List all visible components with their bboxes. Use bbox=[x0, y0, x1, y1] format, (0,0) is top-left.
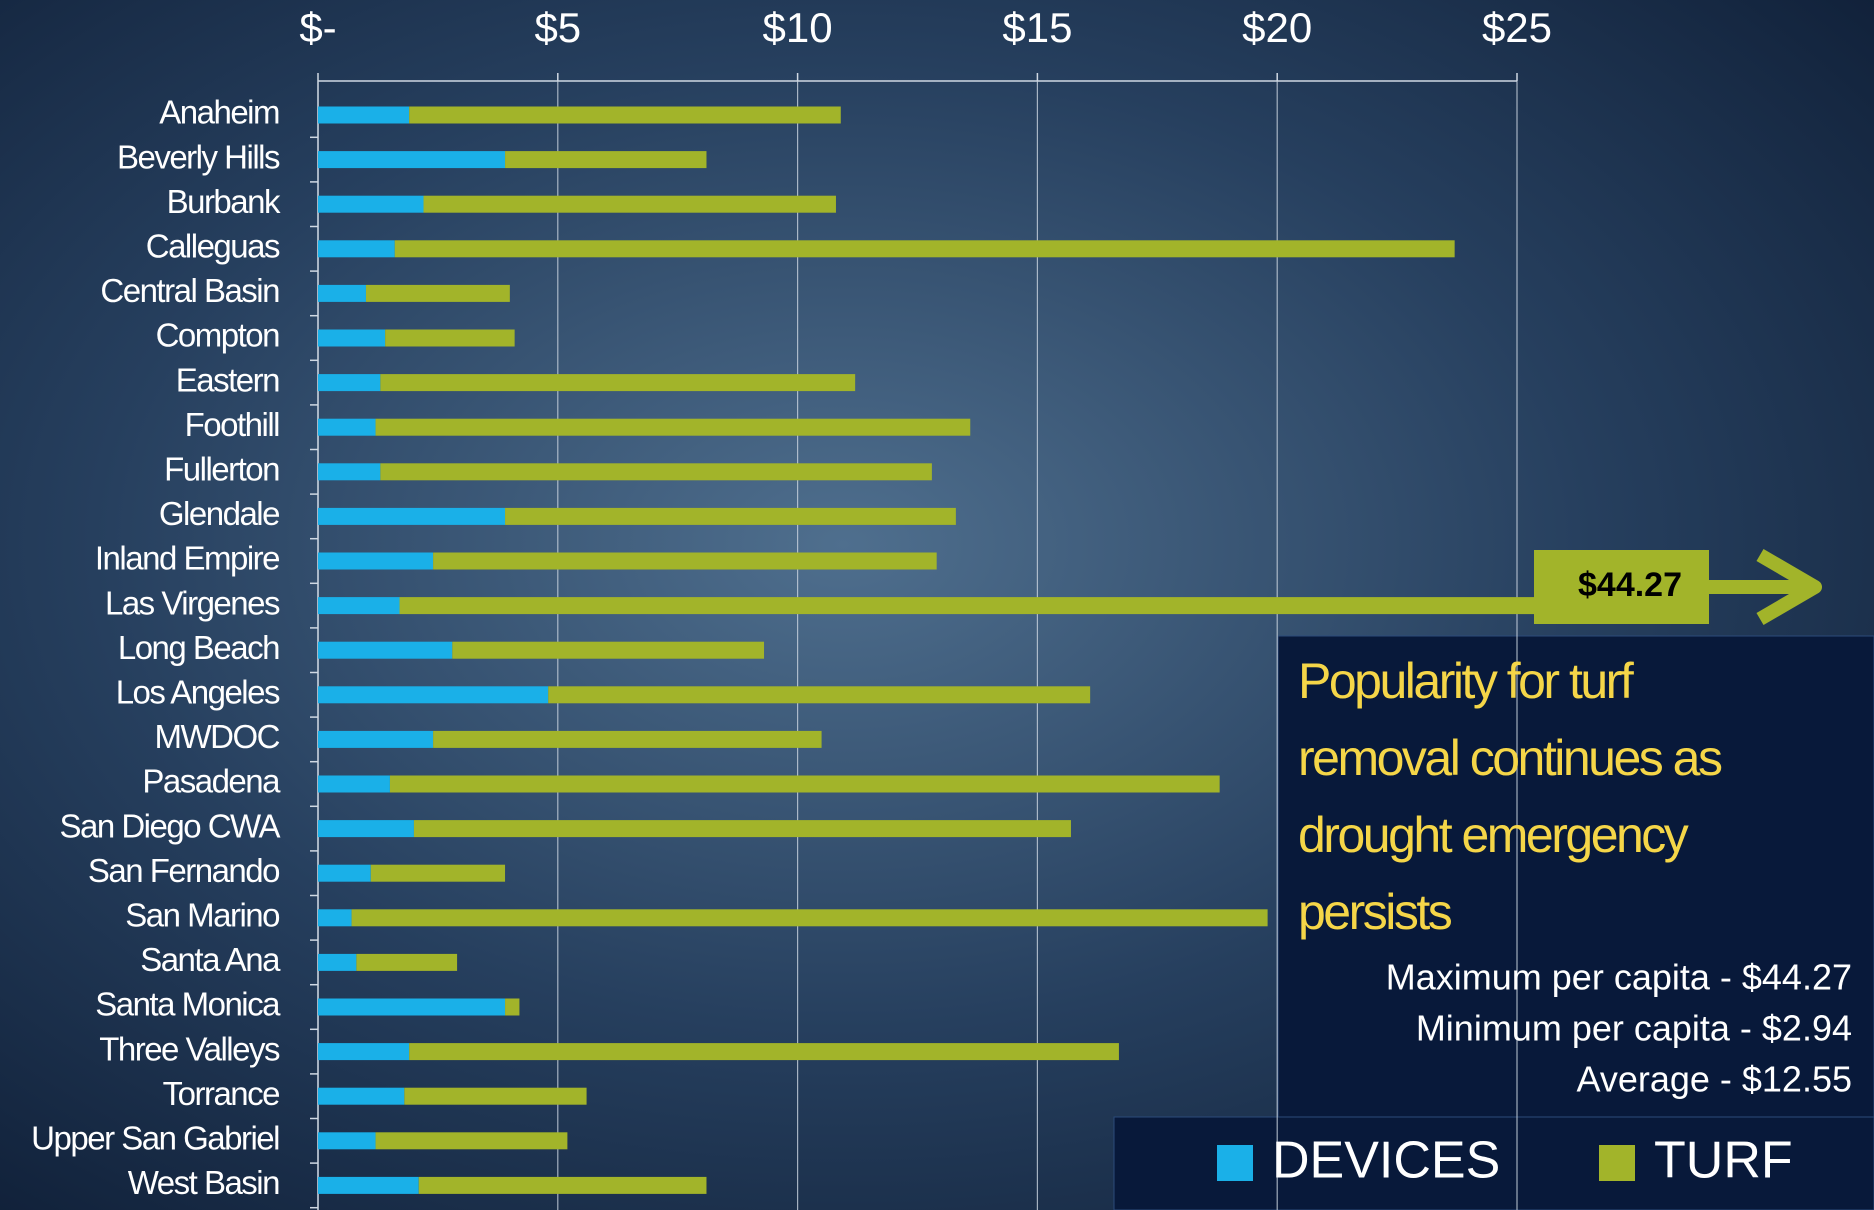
callout-title: removal continues as bbox=[1298, 730, 1722, 786]
category-label: West Basin bbox=[128, 1164, 279, 1201]
bar-turf bbox=[399, 597, 1534, 615]
bar-turf bbox=[413, 820, 1071, 838]
bar-turf bbox=[356, 953, 458, 971]
bar-turf bbox=[505, 151, 707, 169]
category-label: Calleguas bbox=[146, 228, 280, 265]
category-label: Las Virgenes bbox=[105, 584, 280, 621]
category-label: Compton bbox=[156, 317, 280, 354]
bar-devices bbox=[318, 820, 414, 838]
bar-devices bbox=[318, 374, 381, 392]
category-label: San Diego CWA bbox=[59, 807, 280, 844]
x-tick-label: $25 bbox=[1482, 4, 1552, 51]
callout-title: drought emergency bbox=[1298, 807, 1689, 863]
callout-note: Average - $12.55 bbox=[1576, 1059, 1852, 1100]
bar-devices bbox=[318, 775, 390, 793]
bar-turf bbox=[365, 284, 510, 302]
category-label: Central Basin bbox=[100, 272, 279, 309]
category-label: San Marino bbox=[125, 897, 279, 934]
bar-turf bbox=[505, 507, 956, 525]
bar-devices bbox=[318, 507, 506, 525]
bar-devices bbox=[318, 151, 506, 169]
legend-box bbox=[1113, 1116, 1874, 1210]
category-label: Foothill bbox=[185, 406, 280, 443]
category-label: Inland Empire bbox=[95, 540, 279, 577]
bar-turf bbox=[409, 106, 841, 124]
bar-turf bbox=[505, 998, 520, 1016]
category-label: Torrance bbox=[163, 1075, 280, 1112]
x-tick-label: $10 bbox=[763, 4, 833, 51]
overflow-label-box bbox=[1534, 550, 1709, 624]
bar-devices bbox=[318, 1043, 410, 1061]
callout-title: Popularity for turf bbox=[1298, 653, 1634, 709]
bar-devices bbox=[318, 1176, 419, 1194]
bar-turf bbox=[423, 195, 836, 213]
category-label: Three Valleys bbox=[99, 1030, 280, 1067]
bar-devices bbox=[318, 240, 395, 258]
bar-turf bbox=[351, 909, 1268, 927]
category-label: Fullerton bbox=[164, 451, 279, 488]
bar-turf bbox=[433, 730, 822, 748]
bar-turf bbox=[418, 1176, 707, 1194]
callout-note: Minimum per capita - $2.94 bbox=[1416, 1008, 1852, 1049]
category-label: Eastern bbox=[176, 361, 279, 398]
bar-devices bbox=[318, 1087, 405, 1105]
bar-devices bbox=[318, 909, 352, 927]
category-label: Santa Monica bbox=[95, 986, 281, 1023]
bar-devices bbox=[318, 730, 434, 748]
category-label: Los Angeles bbox=[116, 674, 280, 711]
category-label: Santa Ana bbox=[140, 941, 281, 978]
bar-turf bbox=[548, 686, 1091, 704]
x-tick-label: $20 bbox=[1242, 4, 1312, 51]
category-label: Western MWD bbox=[82, 1209, 280, 1210]
callout-box bbox=[1277, 635, 1874, 1118]
bar-turf bbox=[375, 1132, 568, 1150]
bar-turf bbox=[375, 418, 971, 436]
bar-devices bbox=[318, 686, 549, 704]
bar-devices bbox=[318, 1132, 376, 1150]
bar-devices bbox=[318, 597, 400, 615]
bar-devices bbox=[318, 463, 381, 481]
callout-title: persists bbox=[1298, 884, 1452, 940]
bar-turf bbox=[409, 1043, 1119, 1061]
bar-turf bbox=[380, 463, 932, 481]
x-tick-label: $15 bbox=[1002, 4, 1072, 51]
x-tick-label: $5 bbox=[534, 4, 581, 51]
category-label: Burbank bbox=[167, 183, 281, 220]
bar-devices bbox=[318, 864, 371, 882]
overflow-label: $44.27 bbox=[1578, 566, 1682, 604]
bar-turf bbox=[370, 864, 506, 882]
category-label: Anaheim bbox=[159, 94, 279, 131]
category-label: Pasadena bbox=[142, 763, 281, 800]
bar-turf bbox=[433, 552, 937, 570]
legend-swatch bbox=[1217, 1145, 1253, 1181]
bar-devices bbox=[318, 998, 506, 1016]
x-tick-label: $- bbox=[299, 4, 336, 51]
bar-devices bbox=[318, 953, 357, 971]
bar-devices bbox=[318, 106, 410, 124]
legend-swatch bbox=[1599, 1145, 1635, 1181]
category-label: Glendale bbox=[159, 495, 279, 532]
category-label: Beverly Hills bbox=[117, 138, 280, 175]
legend-label: DEVICES bbox=[1272, 1132, 1500, 1190]
bar-devices bbox=[318, 641, 453, 659]
bar-devices bbox=[318, 284, 366, 302]
category-label: MWDOC bbox=[155, 718, 280, 755]
bar-devices bbox=[318, 418, 376, 436]
bar-devices bbox=[318, 552, 434, 570]
category-label: Long Beach bbox=[118, 629, 279, 666]
bar-turf bbox=[404, 1087, 587, 1105]
bar-turf bbox=[389, 775, 1220, 793]
category-label: Upper San Gabriel bbox=[31, 1120, 279, 1157]
bar-devices bbox=[318, 329, 386, 347]
legend-label: TURF bbox=[1654, 1132, 1793, 1190]
bar-turf bbox=[452, 641, 765, 659]
bar-turf bbox=[394, 240, 1455, 258]
overflow-arrow bbox=[1709, 548, 1822, 626]
bar-devices bbox=[318, 195, 424, 213]
category-label: San Fernando bbox=[88, 852, 279, 889]
bar-turf bbox=[380, 374, 856, 392]
bar-turf bbox=[385, 329, 515, 347]
callout-note: Maximum per capita - $44.27 bbox=[1386, 957, 1852, 998]
